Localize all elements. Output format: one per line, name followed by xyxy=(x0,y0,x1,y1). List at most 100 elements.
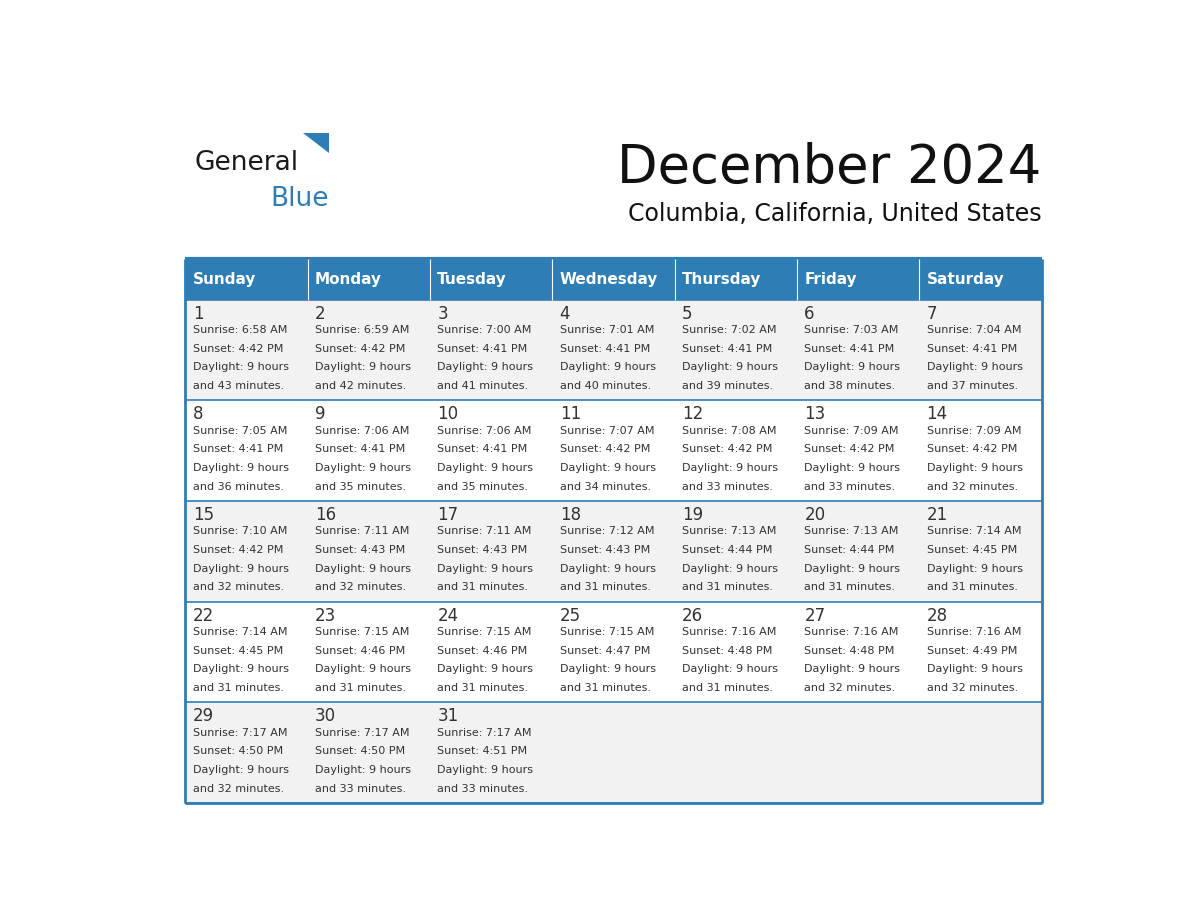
Text: Sunrise: 6:59 AM: Sunrise: 6:59 AM xyxy=(315,325,410,335)
Text: Daylight: 9 hours: Daylight: 9 hours xyxy=(192,463,289,473)
Text: Sunset: 4:42 PM: Sunset: 4:42 PM xyxy=(682,444,772,454)
Text: and 33 minutes.: and 33 minutes. xyxy=(315,784,406,793)
Text: 22: 22 xyxy=(192,607,214,624)
Text: and 40 minutes.: and 40 minutes. xyxy=(560,381,651,391)
Bar xyxy=(552,259,675,299)
Text: Sunrise: 7:06 AM: Sunrise: 7:06 AM xyxy=(437,426,532,436)
Text: Sunset: 4:43 PM: Sunset: 4:43 PM xyxy=(315,545,405,555)
Text: Sunset: 4:46 PM: Sunset: 4:46 PM xyxy=(315,645,405,655)
Text: Sunset: 4:41 PM: Sunset: 4:41 PM xyxy=(927,343,1017,353)
Text: 25: 25 xyxy=(560,607,581,624)
Bar xyxy=(920,259,1042,299)
Text: Sunrise: 7:06 AM: Sunrise: 7:06 AM xyxy=(315,426,410,436)
Text: Sunrise: 7:12 AM: Sunrise: 7:12 AM xyxy=(560,526,655,536)
Text: Daylight: 9 hours: Daylight: 9 hours xyxy=(804,665,901,674)
Text: 15: 15 xyxy=(192,506,214,524)
Text: Sunset: 4:42 PM: Sunset: 4:42 PM xyxy=(315,343,405,353)
Text: Sunset: 4:44 PM: Sunset: 4:44 PM xyxy=(804,545,895,555)
Text: Sunset: 4:42 PM: Sunset: 4:42 PM xyxy=(927,444,1017,454)
Text: Sunset: 4:50 PM: Sunset: 4:50 PM xyxy=(315,746,405,756)
Text: Daylight: 9 hours: Daylight: 9 hours xyxy=(315,665,411,674)
Text: Daylight: 9 hours: Daylight: 9 hours xyxy=(192,363,289,373)
Text: 2: 2 xyxy=(315,305,326,322)
Text: Sunset: 4:41 PM: Sunset: 4:41 PM xyxy=(560,343,650,353)
Text: and 42 minutes.: and 42 minutes. xyxy=(315,381,406,391)
Text: Daylight: 9 hours: Daylight: 9 hours xyxy=(192,564,289,574)
Text: Daylight: 9 hours: Daylight: 9 hours xyxy=(927,665,1023,674)
Bar xyxy=(675,259,797,299)
Text: 26: 26 xyxy=(682,607,703,624)
Text: and 31 minutes.: and 31 minutes. xyxy=(927,582,1018,592)
Text: Sunrise: 7:11 AM: Sunrise: 7:11 AM xyxy=(315,526,410,536)
Text: and 32 minutes.: and 32 minutes. xyxy=(927,482,1018,491)
Text: Sunset: 4:42 PM: Sunset: 4:42 PM xyxy=(192,545,283,555)
Text: Sunset: 4:41 PM: Sunset: 4:41 PM xyxy=(315,444,405,454)
Text: Daylight: 9 hours: Daylight: 9 hours xyxy=(437,363,533,373)
Text: Sunset: 4:41 PM: Sunset: 4:41 PM xyxy=(682,343,772,353)
Text: Sunset: 4:42 PM: Sunset: 4:42 PM xyxy=(560,444,650,454)
Bar xyxy=(430,259,552,299)
Text: Thursday: Thursday xyxy=(682,272,762,286)
Text: Daylight: 9 hours: Daylight: 9 hours xyxy=(560,463,656,473)
Text: Daylight: 9 hours: Daylight: 9 hours xyxy=(315,564,411,574)
Text: Sunrise: 7:17 AM: Sunrise: 7:17 AM xyxy=(192,728,287,738)
Text: 3: 3 xyxy=(437,305,448,322)
Text: and 31 minutes.: and 31 minutes. xyxy=(437,683,529,693)
Text: Sunrise: 7:03 AM: Sunrise: 7:03 AM xyxy=(804,325,898,335)
Text: Blue: Blue xyxy=(270,185,329,212)
Text: Daylight: 9 hours: Daylight: 9 hours xyxy=(437,765,533,775)
Text: and 33 minutes.: and 33 minutes. xyxy=(682,482,773,491)
Text: and 31 minutes.: and 31 minutes. xyxy=(560,683,651,693)
Bar xyxy=(185,400,1042,501)
Text: Daylight: 9 hours: Daylight: 9 hours xyxy=(192,665,289,674)
Text: Daylight: 9 hours: Daylight: 9 hours xyxy=(315,765,411,775)
Text: Sunrise: 7:04 AM: Sunrise: 7:04 AM xyxy=(927,325,1022,335)
Text: 20: 20 xyxy=(804,506,826,524)
Text: Daylight: 9 hours: Daylight: 9 hours xyxy=(682,665,778,674)
Text: Sunset: 4:41 PM: Sunset: 4:41 PM xyxy=(437,343,527,353)
Text: Sunset: 4:41 PM: Sunset: 4:41 PM xyxy=(437,444,527,454)
Text: 27: 27 xyxy=(804,607,826,624)
Text: Friday: Friday xyxy=(804,272,857,286)
Text: and 31 minutes.: and 31 minutes. xyxy=(682,582,773,592)
Text: Sunrise: 7:00 AM: Sunrise: 7:00 AM xyxy=(437,325,532,335)
Text: Daylight: 9 hours: Daylight: 9 hours xyxy=(804,363,901,373)
Text: and 33 minutes.: and 33 minutes. xyxy=(804,482,896,491)
Text: Sunrise: 7:09 AM: Sunrise: 7:09 AM xyxy=(804,426,899,436)
Text: 11: 11 xyxy=(560,405,581,423)
Text: 21: 21 xyxy=(927,506,948,524)
Text: 31: 31 xyxy=(437,707,459,725)
Text: Sunset: 4:41 PM: Sunset: 4:41 PM xyxy=(804,343,895,353)
Text: 1: 1 xyxy=(192,305,203,322)
Text: Daylight: 9 hours: Daylight: 9 hours xyxy=(804,463,901,473)
Text: Daylight: 9 hours: Daylight: 9 hours xyxy=(927,463,1023,473)
Text: Sunset: 4:45 PM: Sunset: 4:45 PM xyxy=(927,545,1017,555)
Text: 17: 17 xyxy=(437,506,459,524)
Text: Sunrise: 7:08 AM: Sunrise: 7:08 AM xyxy=(682,426,777,436)
Text: Daylight: 9 hours: Daylight: 9 hours xyxy=(560,564,656,574)
Text: Sunrise: 7:16 AM: Sunrise: 7:16 AM xyxy=(804,627,898,637)
Text: Daylight: 9 hours: Daylight: 9 hours xyxy=(682,463,778,473)
Text: Wednesday: Wednesday xyxy=(560,272,658,286)
Text: Sunrise: 7:14 AM: Sunrise: 7:14 AM xyxy=(927,526,1022,536)
Text: 14: 14 xyxy=(927,405,948,423)
Text: 24: 24 xyxy=(437,607,459,624)
Text: and 31 minutes.: and 31 minutes. xyxy=(560,582,651,592)
Text: Sunrise: 7:17 AM: Sunrise: 7:17 AM xyxy=(437,728,532,738)
Text: Sunset: 4:42 PM: Sunset: 4:42 PM xyxy=(192,343,283,353)
Text: and 31 minutes.: and 31 minutes. xyxy=(192,683,284,693)
Text: and 37 minutes.: and 37 minutes. xyxy=(927,381,1018,391)
Text: Sunset: 4:46 PM: Sunset: 4:46 PM xyxy=(437,645,527,655)
Text: 19: 19 xyxy=(682,506,703,524)
Text: Sunrise: 7:07 AM: Sunrise: 7:07 AM xyxy=(560,426,655,436)
Text: and 32 minutes.: and 32 minutes. xyxy=(315,582,406,592)
Text: and 31 minutes.: and 31 minutes. xyxy=(437,582,529,592)
Text: and 32 minutes.: and 32 minutes. xyxy=(192,582,284,592)
Text: Daylight: 9 hours: Daylight: 9 hours xyxy=(804,564,901,574)
Text: Sunset: 4:51 PM: Sunset: 4:51 PM xyxy=(437,746,527,756)
Bar xyxy=(797,259,920,299)
Text: 30: 30 xyxy=(315,707,336,725)
Text: Monday: Monday xyxy=(315,272,383,286)
Text: December 2024: December 2024 xyxy=(618,142,1042,194)
Text: Daylight: 9 hours: Daylight: 9 hours xyxy=(315,463,411,473)
